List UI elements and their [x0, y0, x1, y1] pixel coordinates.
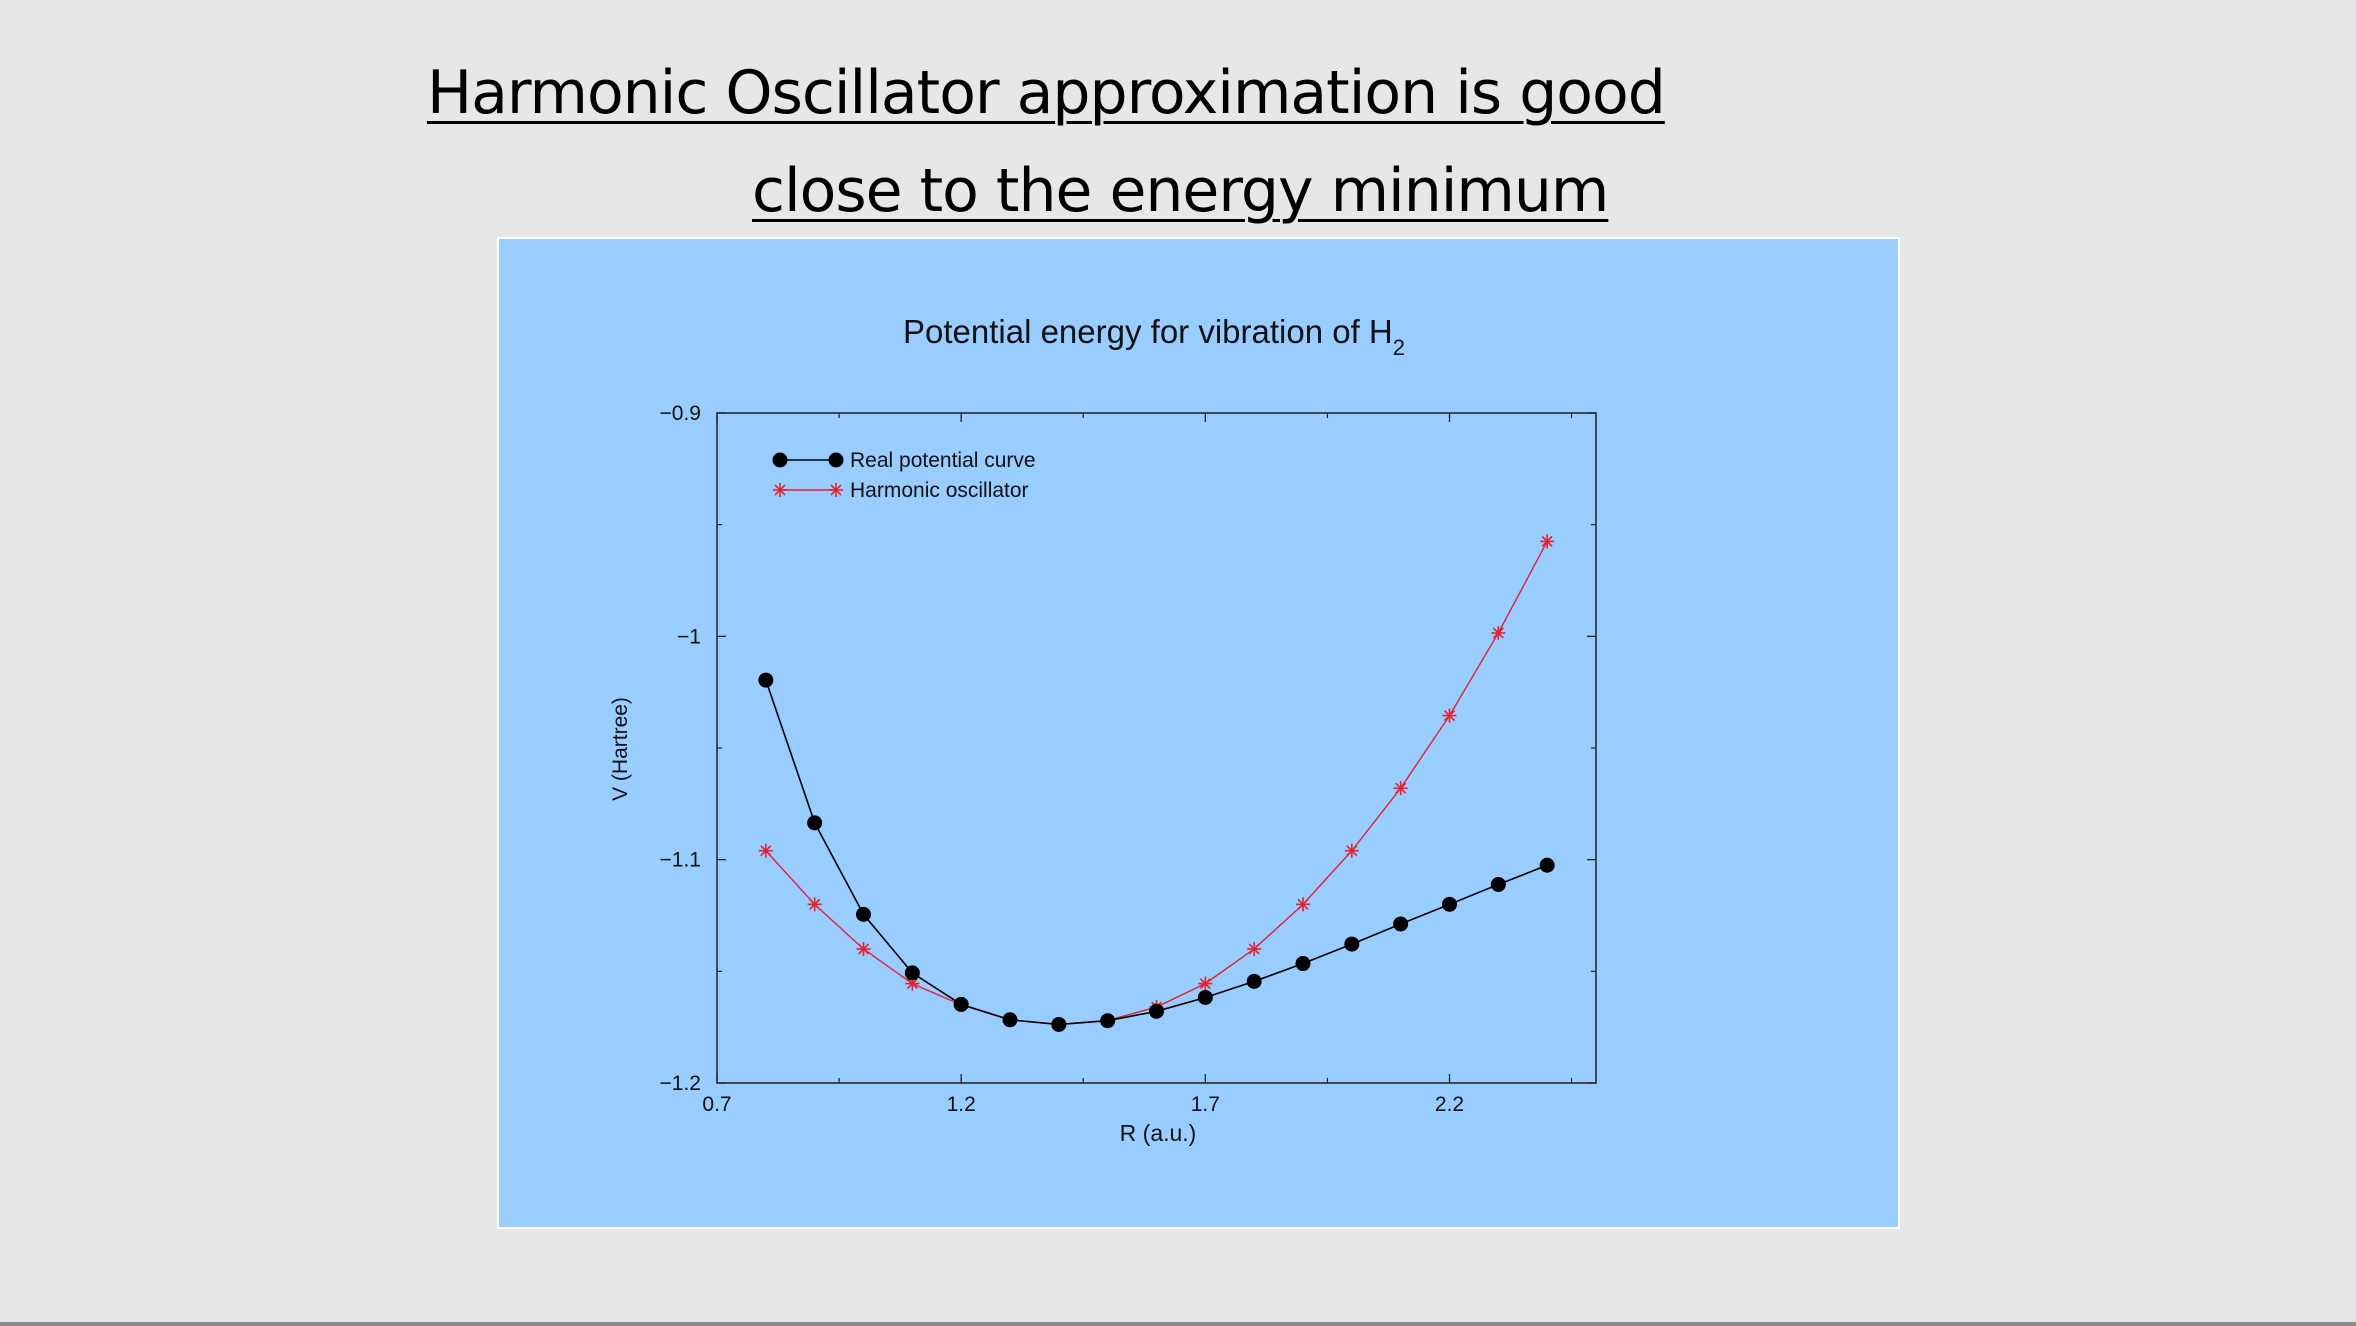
data-point — [1393, 916, 1409, 932]
figure-panel: Potential energy for vibration of H2 0.7… — [497, 237, 1900, 1229]
data-point — [1344, 843, 1359, 858]
data-point — [1539, 857, 1555, 873]
data-point — [953, 996, 969, 1012]
data-point — [1442, 708, 1457, 723]
chart-title-text: Potential energy for vibration of H — [903, 313, 1393, 350]
legend-marker — [828, 452, 844, 468]
legend-label: Harmonic oscillator — [850, 479, 1029, 502]
data-point — [758, 672, 774, 688]
series-line — [765, 679, 1548, 1026]
data-point — [1100, 1013, 1116, 1029]
y-tick-label: −1.2 — [660, 1072, 701, 1095]
data-point — [1197, 989, 1213, 1005]
slide-title-line-1: Harmonic Oscillator approximation is goo… — [427, 58, 1666, 128]
series-real-potential-curve — [758, 672, 1555, 1032]
legend-marker — [773, 483, 787, 497]
series-line — [765, 541, 1548, 1026]
y-tick-label: −1 — [677, 625, 701, 648]
data-point — [1442, 896, 1457, 912]
legend-marker — [772, 452, 788, 468]
data-point — [758, 843, 773, 858]
data-point — [1540, 534, 1555, 549]
chart-title-subscript: 2 — [1393, 335, 1405, 360]
data-point — [1247, 942, 1262, 956]
slide-bottom-border — [0, 1322, 2356, 1326]
legend-label: Real potential curve — [850, 449, 1036, 472]
y-axis-label: V (Hartree) — [609, 697, 632, 801]
data-point — [1491, 625, 1506, 640]
x-tick-label: 1.2 — [947, 1093, 976, 1116]
potential-energy-chart: Potential energy for vibration of H2 0.7… — [609, 313, 1597, 1146]
data-point — [1296, 897, 1310, 912]
data-point — [905, 976, 920, 991]
data-point — [807, 897, 822, 912]
data-point — [1149, 1003, 1164, 1019]
legend: Real potential curve Harmonic oscillator — [772, 449, 1036, 502]
plot-axes: 0.7 1.2 1.7 2.2 −1.2 −1.1 −1 −0.9 — [660, 402, 1597, 1116]
legend-item: Real potential curve — [772, 449, 1036, 472]
data-point — [856, 942, 871, 956]
data-point — [1246, 973, 1262, 989]
x-axis-label: R (a.u.) — [1120, 1120, 1197, 1146]
data-point — [1490, 876, 1506, 892]
data-point — [1198, 976, 1213, 991]
data-point — [904, 965, 920, 981]
data-point — [1393, 781, 1408, 796]
data-point — [1344, 936, 1360, 952]
y-tick-label: −0.9 — [660, 402, 701, 425]
series-layer — [758, 534, 1555, 1032]
plot-frame — [716, 412, 1597, 1084]
chart-title: Potential energy for vibration of H2 — [903, 313, 1405, 360]
x-tick-label: 2.2 — [1435, 1093, 1464, 1116]
data-point — [807, 815, 823, 831]
x-tick-label: 1.7 — [1191, 1093, 1220, 1116]
legend-item: Harmonic oscillator — [773, 479, 1029, 502]
data-point — [1295, 956, 1311, 972]
y-tick-label: −1.1 — [660, 849, 701, 872]
data-point — [1002, 1012, 1018, 1028]
legend-marker — [829, 483, 843, 497]
series-harmonic-oscillator — [758, 534, 1555, 1032]
data-point — [856, 906, 871, 922]
slide-title-line-2: close to the energy minimum — [752, 156, 1609, 226]
x-tick-label: 0.7 — [702, 1093, 731, 1116]
data-point — [1051, 1016, 1067, 1032]
